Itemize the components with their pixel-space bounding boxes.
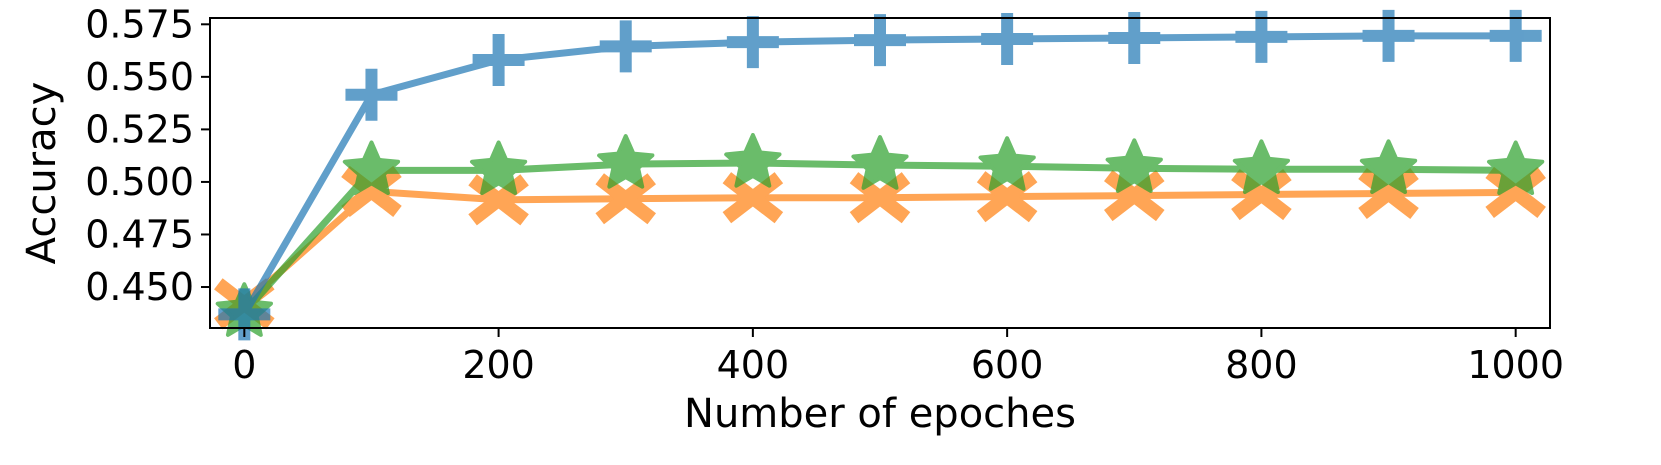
data-point-x xyxy=(1485,166,1546,218)
data-point-star xyxy=(470,140,528,195)
data-point-x xyxy=(1231,168,1292,221)
y-tick-label: 0.575 xyxy=(85,2,194,46)
data-point-x xyxy=(468,174,529,226)
data-point-plus xyxy=(1108,11,1161,64)
data-point-star xyxy=(597,134,655,189)
x-tick-label: 800 xyxy=(1225,343,1298,387)
data-point-star xyxy=(724,133,782,188)
data-point-plus xyxy=(1235,10,1288,63)
data-point-star xyxy=(978,136,1036,191)
data-point-plus xyxy=(345,68,398,121)
y-tick-label: 0.500 xyxy=(85,160,194,204)
data-point-plus xyxy=(726,16,779,69)
data-point-x xyxy=(1104,170,1165,222)
data-point-x xyxy=(976,171,1038,223)
x-tick-label: 0 xyxy=(232,343,256,387)
data-point-star xyxy=(851,135,909,190)
series-line xyxy=(241,159,1516,315)
series-line xyxy=(241,187,1516,307)
y-tick-label: 0.475 xyxy=(85,212,194,256)
y-tick-label: 0.550 xyxy=(85,55,194,99)
data-point-x xyxy=(1358,167,1419,220)
data-point-plus xyxy=(854,14,906,67)
data-point-plus xyxy=(599,20,652,73)
plot-frame xyxy=(209,17,1551,329)
x-tick-label: 200 xyxy=(462,343,535,387)
x-axis-ticks: 0 200 400 600 800 1000 xyxy=(232,328,1564,387)
y-tick-label: 0.525 xyxy=(85,107,194,151)
y-tick-label: 0.450 xyxy=(85,265,194,309)
x-tick-label: 1000 xyxy=(1467,343,1564,387)
series-layer xyxy=(214,9,1546,341)
data-point-star xyxy=(342,140,401,195)
series-star xyxy=(215,133,1545,337)
data-point-plus xyxy=(981,13,1034,66)
data-point-star xyxy=(1232,139,1290,194)
data-point-star xyxy=(1105,138,1163,193)
x-tick-label: 600 xyxy=(971,343,1044,387)
y-axis-ticks: 0.450 0.475 0.500 0.525 0.550 0.575 xyxy=(85,2,210,309)
data-point-x xyxy=(341,165,402,217)
x-axis-label: Number of epoches xyxy=(684,391,1076,437)
series-x xyxy=(214,165,1546,330)
y-axis-label: Accuracy xyxy=(19,82,65,265)
data-point-plus xyxy=(472,34,525,87)
data-point-star xyxy=(1487,140,1545,195)
x-tick-label: 400 xyxy=(717,343,790,387)
data-point-star xyxy=(1359,139,1418,194)
